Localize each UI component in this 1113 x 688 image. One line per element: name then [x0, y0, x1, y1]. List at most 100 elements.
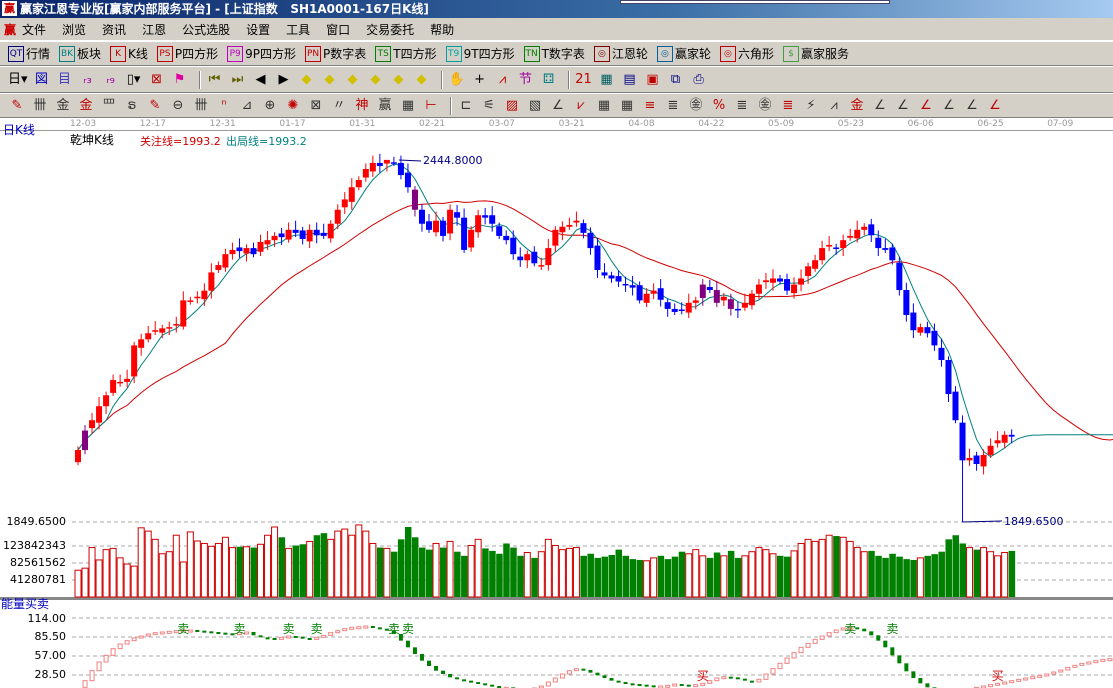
gold-1-icon[interactable]: 金	[56, 97, 70, 113]
lines-icon[interactable]: 卌	[194, 97, 208, 113]
triple-icon[interactable]: ≡	[644, 97, 656, 113]
diag-box-icon[interactable]: ▧	[528, 97, 542, 113]
flag-icon[interactable]: ⚑	[173, 71, 186, 87]
percent-eq-icon[interactable]: ≣	[736, 97, 748, 113]
menu-item[interactable]: 帮助	[430, 22, 455, 37]
last-icon[interactable]: ⏭	[231, 71, 244, 87]
toolbar-button[interactable]: PN P数字表	[305, 45, 366, 62]
toolbar-button[interactable]: $ 赢家服务	[782, 45, 849, 62]
toolbar-button[interactable]: T9 9T四方形	[445, 45, 515, 62]
energy-bar	[476, 682, 481, 684]
spiral-icon[interactable]: ຣ	[127, 97, 137, 113]
pen-icon[interactable]: ✎	[11, 97, 23, 113]
wave-at-icon[interactable]: ⩘	[830, 97, 838, 113]
section-icon[interactable]: 节	[519, 71, 533, 87]
kun-icon[interactable]: 神	[355, 97, 369, 113]
candle-type-icon[interactable]: ▯▾	[126, 71, 141, 87]
menu-item[interactable]: 交易委托	[366, 22, 415, 37]
menu-item[interactable]: 文件	[22, 22, 47, 37]
menu-item[interactable]: 工具	[286, 22, 311, 37]
toolbar-button[interactable]: ◎ 江恩轮	[593, 45, 648, 62]
torch-icon[interactable]: ⚡	[806, 97, 816, 113]
zoom-right-icon[interactable]: ◆	[324, 71, 335, 87]
percent-line-icon[interactable]: ㊎	[689, 97, 703, 113]
period-day-icon[interactable]: 日▾	[8, 71, 28, 87]
triangle-icon[interactable]: ⊿	[241, 97, 253, 113]
toolbar-button[interactable]: P9 9P四方形	[227, 45, 296, 62]
square-fan-icon[interactable]: ▨	[505, 97, 519, 113]
table-icon[interactable]: ≣	[667, 97, 679, 113]
first-icon[interactable]: ⏮	[208, 71, 221, 87]
left-icon[interactable]: ◀	[255, 71, 266, 87]
box-icon[interactable]: ⊏	[460, 97, 472, 113]
menu-item[interactable]: 浏览	[62, 22, 87, 37]
gold-2-icon[interactable]: 金	[79, 97, 93, 113]
expand-icon[interactable]: ◆	[347, 71, 358, 87]
toolbar-button[interactable]: TN T数字表	[523, 45, 585, 62]
gann-box-icon[interactable]: ⚃	[542, 71, 555, 87]
angle-lines-icon[interactable]: 〃	[332, 97, 346, 113]
j-angle-icon[interactable]: ∠	[874, 97, 886, 113]
kline-style-icon[interactable]: 図	[35, 71, 49, 87]
parallel-lines-icon[interactable]: 卌	[33, 97, 47, 113]
report-icon[interactable]: ▤	[623, 71, 636, 87]
calendar-icon[interactable]: 21	[575, 71, 592, 87]
star-circle-icon[interactable]: ✺	[287, 97, 299, 113]
pen-2-icon[interactable]: ✎	[149, 97, 161, 113]
zoom-left-icon[interactable]: ◆	[301, 71, 312, 87]
print-icon[interactable]: ⎙	[693, 71, 704, 87]
toolbar-button[interactable]: PS P四方形	[156, 45, 218, 62]
gold-box-icon[interactable]: 金	[850, 97, 864, 113]
ying-angle-icon[interactable]: ∠	[966, 97, 978, 113]
n2-icon[interactable]: ⁿ	[221, 97, 227, 113]
menu-item[interactable]: 窗口	[326, 22, 351, 37]
menu-item[interactable]: 资讯	[102, 22, 127, 37]
fan-icon[interactable]: ⚟	[483, 97, 495, 113]
energy-bar	[462, 679, 467, 682]
calculator-icon[interactable]: ▦	[600, 71, 613, 87]
shen-angle-icon[interactable]: ∠	[943, 97, 955, 113]
gold-angle-icon[interactable]: ∠	[920, 97, 932, 113]
grid-lines-icon[interactable]: ▦	[401, 97, 415, 113]
line-tool-icon[interactable]: ⩘	[498, 71, 507, 87]
gann-icon[interactable]: ⊠	[151, 71, 162, 87]
si-angle-icon[interactable]: ∠	[989, 97, 1001, 113]
menu-item[interactable]: 江恩	[142, 22, 167, 37]
right-icon[interactable]: ▶	[278, 71, 289, 87]
gold-eq-icon[interactable]: ≣	[782, 97, 794, 113]
toolbar-button[interactable]: ◎ 赢家轮	[656, 45, 711, 62]
angle-icon[interactable]: ∠	[552, 97, 564, 113]
toolbar-button[interactable]: BK 板块	[59, 45, 101, 62]
menu-item[interactable]: 设置	[246, 22, 271, 37]
notes-icon[interactable]: 目	[58, 71, 72, 87]
square-grid-icon[interactable]: ⊠	[310, 97, 322, 113]
target-icon[interactable]: ⊕	[264, 97, 276, 113]
grid-2-icon[interactable]: ▦	[620, 97, 634, 113]
v-line-icon[interactable]: ⩗	[577, 97, 585, 113]
toolbar-button[interactable]: ◎ 六角形	[719, 45, 774, 62]
toolbar-button[interactable]: QT 行情	[8, 45, 50, 62]
grid-icon[interactable]: ▦	[597, 97, 611, 113]
wave-9-icon[interactable]: ᵣ₉	[106, 71, 115, 87]
network-icon[interactable]: ⧉	[670, 71, 681, 87]
save-icon[interactable]: ▣	[646, 71, 659, 87]
f-angle-icon[interactable]: ∠	[897, 97, 909, 113]
volume-bar	[482, 548, 489, 597]
wave-3-icon[interactable]: ᵣ₃	[83, 71, 92, 87]
shrink-icon[interactable]: ◆	[370, 71, 381, 87]
menu-item[interactable]: 公式选股	[182, 22, 231, 37]
toolbar-button[interactable]: K K线	[110, 45, 148, 62]
crosshair-icon[interactable]: +	[474, 71, 485, 87]
zoom-in-icon[interactable]: ◆	[393, 71, 404, 87]
ying-icon[interactable]: 赢	[378, 97, 392, 113]
hand-icon[interactable]: ✋	[448, 71, 465, 87]
circle-icon[interactable]: ⊖	[172, 97, 184, 113]
percent-icon[interactable]: %	[712, 97, 726, 113]
range-icon[interactable]: ⊢	[425, 97, 437, 113]
zoom-vertical-icon[interactable]: ◆	[416, 71, 427, 87]
candle-body	[840, 240, 847, 249]
fib-f-icon[interactable]: 罒	[102, 97, 116, 113]
toolbar-button[interactable]: TS T四方形	[375, 45, 437, 62]
gold-circle-icon[interactable]: ㊎	[758, 97, 772, 113]
